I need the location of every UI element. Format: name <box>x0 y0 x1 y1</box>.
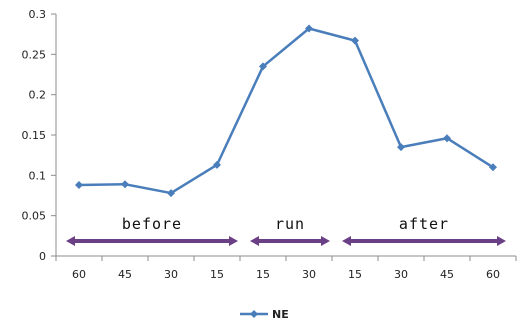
y-tick-label: 0.3 <box>29 8 47 21</box>
legend-label: NE <box>272 308 289 321</box>
phase-label-run: run <box>275 215 305 233</box>
data-point <box>489 163 497 172</box>
y-tick-label: 0.15 <box>22 129 47 142</box>
y-tick-label: 0.2 <box>29 89 47 102</box>
y-tick-label: 0.05 <box>22 210 47 223</box>
y-tick-label: 0.25 <box>22 48 47 61</box>
x-tick-label: 30 <box>164 268 178 281</box>
x-tick-label: 60 <box>72 268 86 281</box>
y-tick-label: 0 <box>39 250 46 263</box>
phase-annotations: before run after <box>66 215 506 246</box>
phase-arrow-head-left <box>250 236 259 246</box>
data-point <box>167 189 175 198</box>
x-tick-label: 60 <box>486 268 500 281</box>
x-tick-label: 45 <box>440 268 454 281</box>
data-point <box>443 134 451 143</box>
series-ne <box>75 24 497 198</box>
y-axis: 0 0.05 0.1 0.15 0.2 0.25 0.3 <box>22 8 57 263</box>
x-axis: 60 45 30 15 15 30 15 30 45 60 <box>55 255 517 281</box>
phase-arrow-head-left <box>66 236 75 246</box>
phase-arrow-head-right <box>229 236 238 246</box>
data-point <box>213 160 221 169</box>
x-tick-label: 15 <box>210 268 224 281</box>
series-line <box>78 27 494 195</box>
x-tick-label: 30 <box>302 268 316 281</box>
phase-label-before: before <box>122 215 182 233</box>
data-point <box>397 143 405 152</box>
x-tick-label: 45 <box>118 268 132 281</box>
data-point <box>305 24 313 33</box>
legend-marker <box>250 310 258 318</box>
legend: NE <box>240 308 289 321</box>
phase-arrow-head-right <box>497 236 506 246</box>
data-point <box>121 180 129 189</box>
x-tick-label: 30 <box>394 268 408 281</box>
x-tick-label: 15 <box>256 268 270 281</box>
data-point <box>351 36 359 45</box>
phase-arrow-head-left <box>342 236 351 246</box>
phase-label-after: after <box>399 215 449 233</box>
data-point <box>259 62 267 71</box>
data-point <box>75 181 83 190</box>
y-tick-label: 0.1 <box>29 169 47 182</box>
phase-arrow-head-right <box>321 236 330 246</box>
x-tick-label: 15 <box>348 268 362 281</box>
